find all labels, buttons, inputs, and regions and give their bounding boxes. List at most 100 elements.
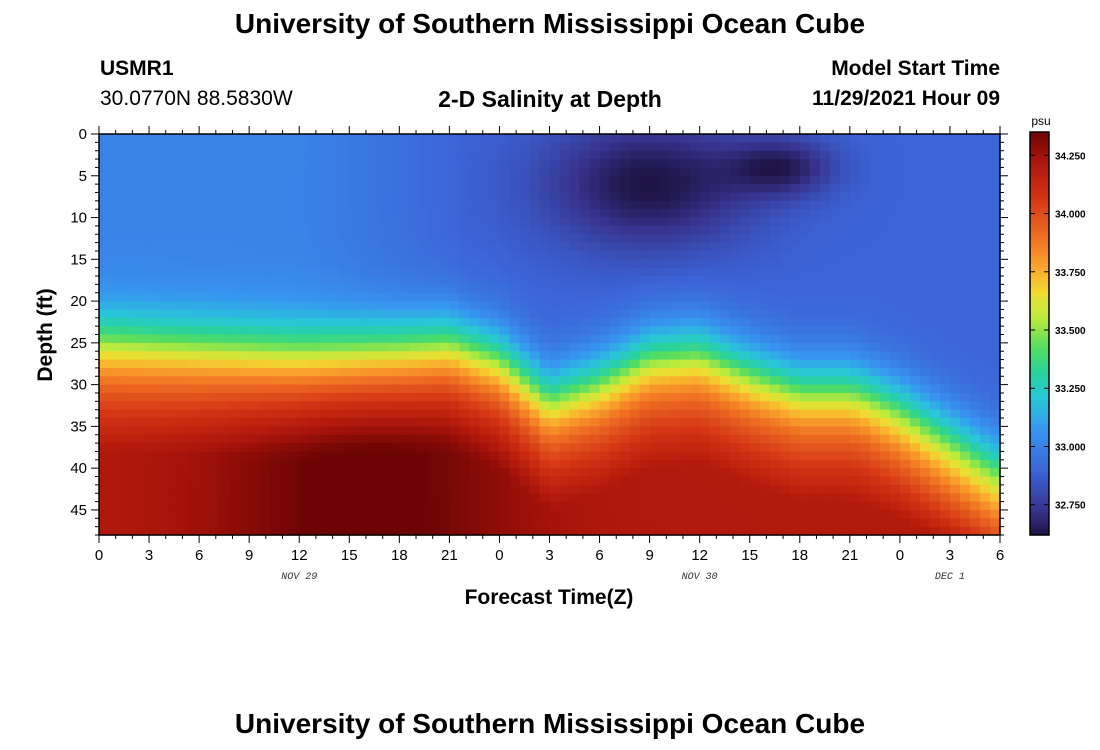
heatmap-cell: [249, 493, 260, 503]
heatmap-cell: [719, 359, 731, 369]
heatmap-cell: [409, 468, 420, 478]
heatmap-cell: [559, 501, 571, 511]
heatmap-cell: [649, 501, 661, 511]
heatmap-cell: [559, 167, 571, 177]
heatmap-cell: [179, 301, 190, 311]
heatmap-cell: [879, 150, 891, 160]
heatmap-cell: [929, 459, 941, 469]
heatmap-cell: [829, 392, 841, 402]
heatmap-cell: [969, 159, 981, 169]
heatmap-cell: [499, 317, 511, 327]
heatmap-cell: [319, 501, 330, 511]
heatmap-cell: [949, 418, 961, 427]
heatmap-cell: [859, 451, 871, 461]
heatmap-cell: [969, 225, 981, 235]
heatmap-cell: [729, 409, 741, 419]
heatmap-cell: [599, 409, 611, 419]
heatmap-cell: [589, 142, 601, 152]
heatmap-cell: [449, 192, 460, 202]
heatmap-cell: [659, 192, 671, 202]
heatmap-cell: [169, 267, 180, 277]
heatmap-cell: [269, 484, 280, 494]
heatmap-cell: [859, 309, 871, 319]
heatmap-cell: [639, 217, 651, 227]
heatmap-cell: [229, 468, 240, 478]
heatmap-cell: [219, 459, 230, 469]
heatmap-cell: [939, 217, 951, 227]
heatmap-cell: [529, 376, 541, 386]
heatmap-cell: [949, 334, 961, 344]
heatmap-cell: [329, 292, 340, 302]
heatmap-cell: [109, 434, 120, 444]
heatmap-cell: [379, 259, 390, 269]
heatmap-cell: [439, 134, 450, 143]
heatmap-cell: [329, 409, 340, 419]
heatmap-cell: [319, 509, 330, 519]
heatmap-cell: [969, 150, 981, 160]
heatmap-cell: [759, 309, 771, 319]
heatmap-cell: [649, 150, 661, 160]
heatmap-cell: [979, 451, 991, 461]
heatmap-cell: [419, 359, 430, 369]
heatmap-cell: [329, 184, 340, 194]
heatmap-cell: [419, 426, 430, 436]
heatmap-cell: [439, 493, 450, 503]
heatmap-cell: [189, 276, 200, 285]
heatmap-cell: [369, 468, 380, 478]
heatmap-cell: [709, 434, 721, 444]
heatmap-cell: [679, 359, 691, 369]
heatmap-cell: [889, 284, 901, 294]
heatmap-cell: [229, 342, 240, 352]
heatmap-cell: [789, 384, 801, 394]
heatmap-cell: [259, 493, 270, 503]
model-start-value: 11/29/2021 Hour 09: [812, 87, 1000, 110]
heatmap-cell: [579, 509, 591, 519]
heatmap-cell: [529, 443, 541, 453]
heatmap-cell: [689, 267, 701, 277]
heatmap-cell: [919, 409, 931, 419]
heatmap-cell: [379, 209, 390, 219]
heatmap-cell: [539, 242, 551, 252]
heatmap-cell: [159, 267, 170, 277]
heatmap-cell: [199, 392, 210, 402]
heatmap-cell: [479, 443, 491, 453]
heatmap-cell: [749, 518, 761, 528]
heatmap-cell: [329, 267, 340, 277]
heatmap-cell: [829, 259, 841, 269]
heatmap-cell: [359, 317, 370, 327]
heatmap-cell: [209, 509, 220, 519]
heatmap-cell: [789, 284, 801, 294]
heatmap-cell: [589, 242, 601, 252]
heatmap-cell: [109, 301, 120, 311]
heatmap-cell: [909, 468, 921, 478]
heatmap-cell: [909, 184, 921, 194]
heatmap-cell: [99, 359, 110, 369]
heatmap-cell: [539, 434, 551, 444]
heatmap-cell: [649, 267, 661, 277]
heatmap-cell: [969, 184, 981, 194]
heatmap-cell: [729, 209, 741, 219]
heatmap-cell: [199, 292, 210, 302]
heatmap-cell: [839, 367, 851, 377]
heatmap-cell: [539, 518, 551, 528]
heatmap-cell: [429, 526, 440, 536]
heatmap-cell: [829, 267, 841, 277]
heatmap-cell: [879, 309, 891, 319]
heatmap-cell: [709, 234, 721, 244]
heatmap-cell: [789, 351, 801, 361]
heatmap-cell: [719, 192, 731, 202]
heatmap-cell: [879, 401, 891, 411]
heatmap-cell: [609, 484, 621, 494]
heatmap-cell: [139, 451, 150, 461]
heatmap-cell: [169, 250, 180, 260]
heatmap-cell: [619, 518, 631, 528]
heatmap-cell: [109, 259, 120, 269]
heatmap-cell: [879, 518, 891, 528]
heatmap-cell: [339, 317, 350, 327]
heatmap-cell: [869, 309, 881, 319]
heatmap-cell: [309, 526, 320, 536]
heatmap-cell: [599, 276, 611, 285]
heatmap-cell: [489, 351, 501, 361]
heatmap-cell: [429, 250, 440, 260]
heatmap-cell: [239, 359, 250, 369]
